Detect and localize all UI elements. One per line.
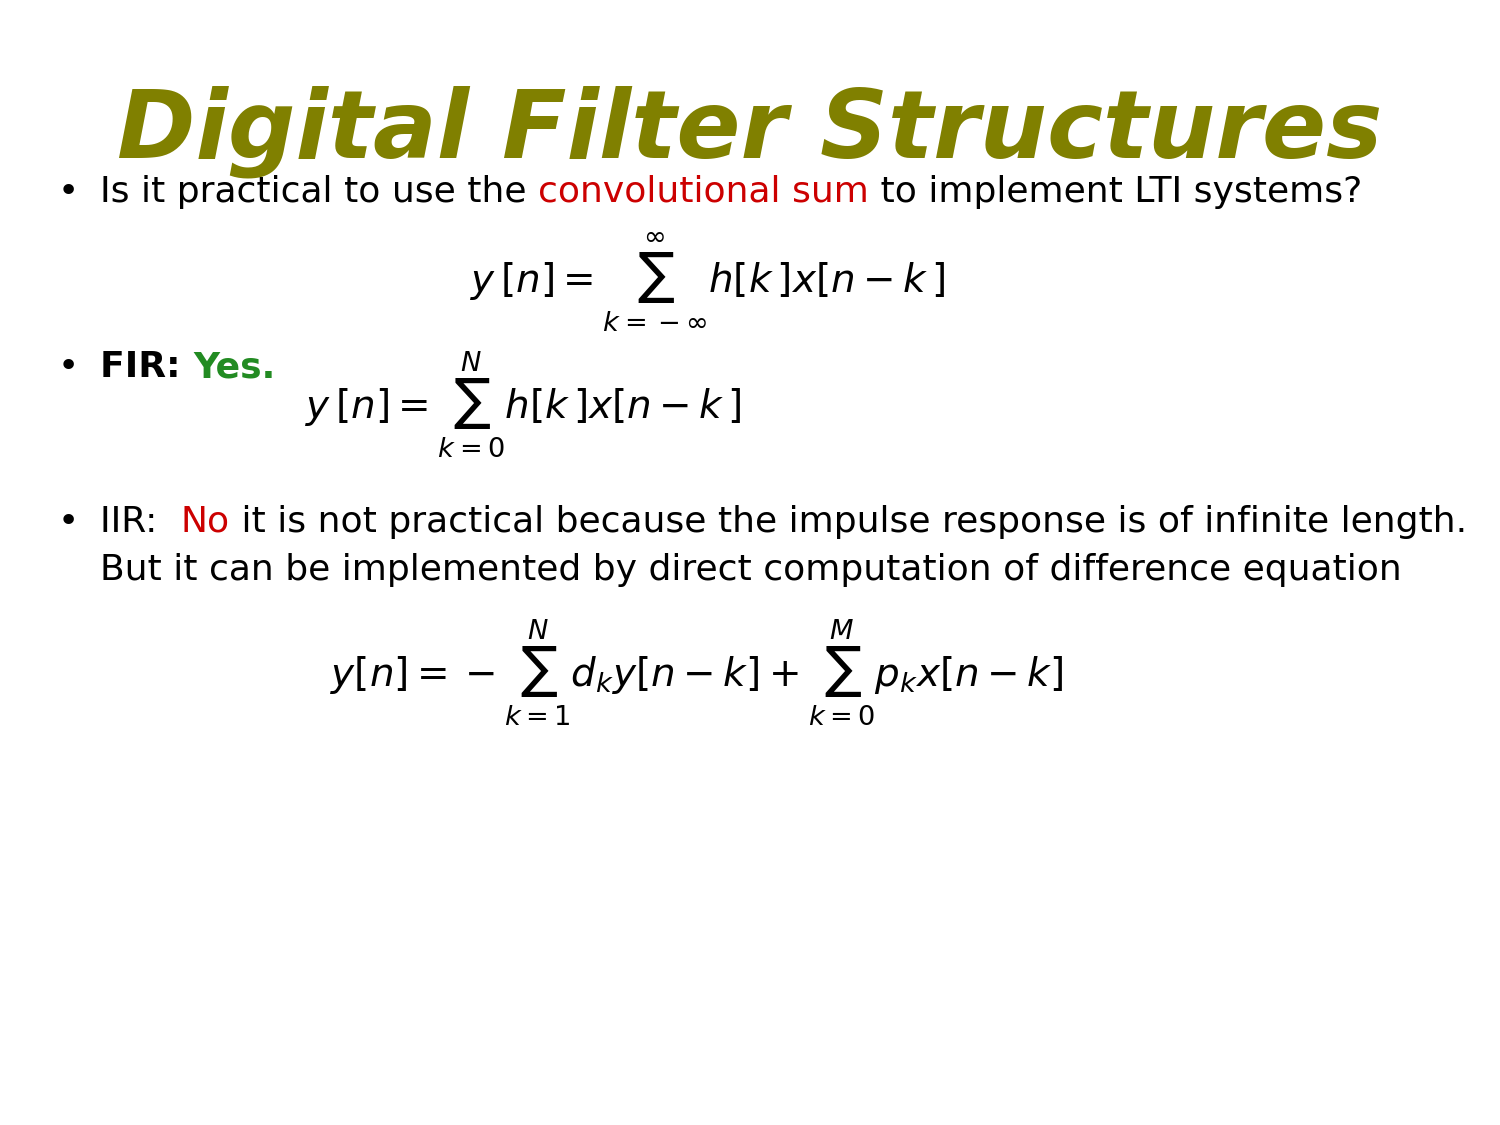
- Text: Yes.: Yes.: [194, 350, 276, 384]
- Text: No: No: [180, 505, 230, 539]
- Text: IIR:: IIR:: [100, 505, 180, 539]
- Text: it is not practical because the impulse response is of infinite length.: it is not practical because the impulse …: [230, 505, 1467, 539]
- Text: Is it practical to use the: Is it practical to use the: [100, 176, 538, 209]
- Text: $y\,[n]=\sum_{k=-\infty}^{\infty}h[k\,]x[n-k\,]$: $y\,[n]=\sum_{k=-\infty}^{\infty}h[k\,]x…: [470, 229, 945, 334]
- Text: FIR:: FIR:: [100, 350, 194, 384]
- Text: •: •: [57, 176, 78, 209]
- Text: $y[n]=-\sum_{k=1}^{N}d_k y[n-k]+\sum_{k=0}^{M}p_k x[n-k]$: $y[n]=-\sum_{k=1}^{N}d_k y[n-k]+\sum_{k=…: [330, 618, 1064, 728]
- Text: Digital Filter Structures: Digital Filter Structures: [117, 86, 1383, 178]
- Text: •: •: [57, 350, 78, 384]
- Text: •: •: [57, 505, 78, 539]
- Text: $y\,[n]=\sum_{k=0}^{N}h[k\,]x[n-k\,]$: $y\,[n]=\sum_{k=0}^{N}h[k\,]x[n-k\,]$: [306, 350, 742, 460]
- Text: But it can be implemented by direct computation of difference equation: But it can be implemented by direct comp…: [100, 554, 1401, 587]
- Text: to implement LTI systems?: to implement LTI systems?: [868, 176, 1362, 209]
- Text: convolutional sum: convolutional sum: [538, 176, 868, 209]
